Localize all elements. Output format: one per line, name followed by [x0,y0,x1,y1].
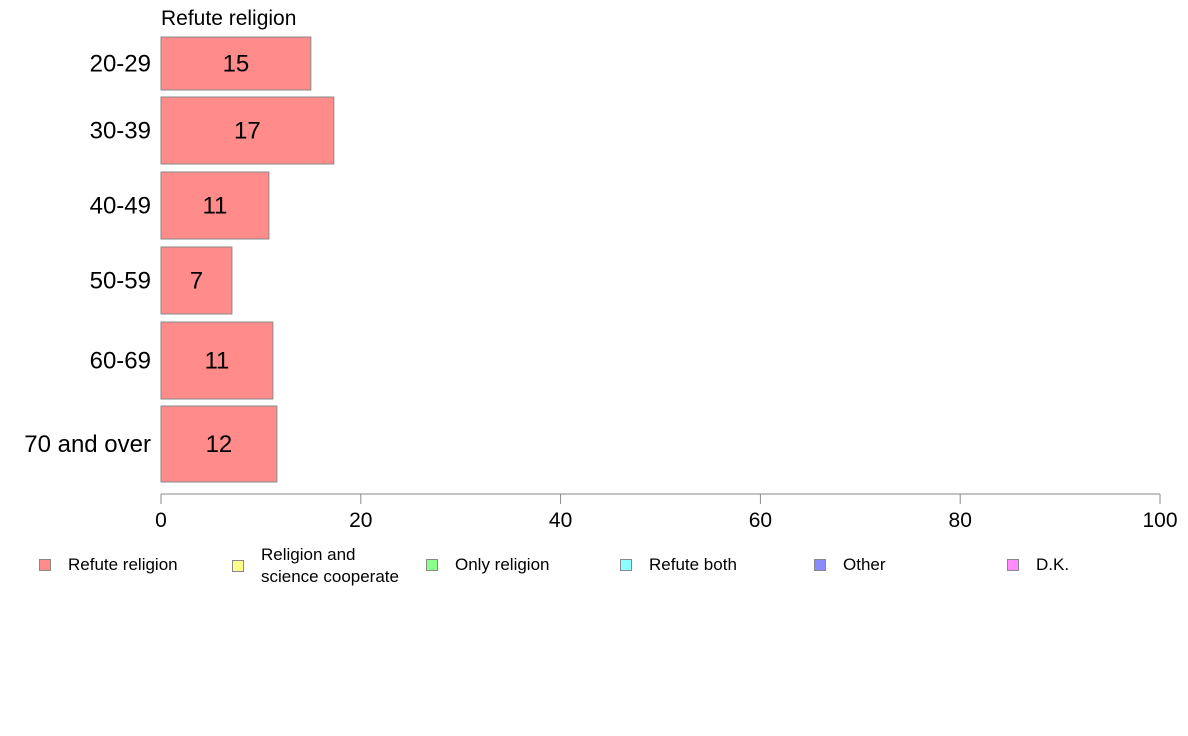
bar-20-29 [160,36,312,91]
bar-30-39 [160,96,335,165]
legend-item: Refute both [620,554,737,576]
category-label: 20-29 [90,51,151,78]
bar-value-label: 7 [190,268,203,295]
category-label: 60-69 [90,348,151,375]
category-label: 30-39 [90,118,151,145]
category-label: 70 and over [24,431,151,458]
legend-swatch [39,559,51,571]
bar-chart: Refute religion 15 20-29 17 30-39 11 40-49 7 50… [24,7,1177,532]
legend-item: Only religion [426,554,550,576]
bar-value-label: 11 [204,348,229,375]
legend-item: D.K. [1007,554,1069,576]
legend-label: D.K. [1036,555,1070,574]
x-tick-label: 20 [349,509,372,532]
bar-70-and-over [160,405,278,483]
bar-value-label: 15 [223,51,250,78]
legend-item: Refute religion [39,554,178,576]
bar-value-label: 12 [206,431,233,458]
x-tick-label: 60 [749,509,772,532]
x-tick-label: 80 [949,509,972,532]
category-label: 50-59 [90,268,151,295]
chart-title: Refute religion [161,7,296,30]
bar-50-59 [160,246,233,315]
legend-swatch [232,560,244,572]
legend-swatch [1007,559,1019,571]
x-tick-label: 0 [155,509,167,532]
legend-swatch [426,559,438,571]
legend-label: Other [843,555,886,574]
x-tick-label: 40 [549,509,572,532]
legend-swatch [814,559,826,571]
legend-label: Refute religion [68,555,178,574]
bar-value-label: 11 [202,193,227,220]
legend-item: Religion and science cooperate [232,544,399,588]
legend-label: Only religion [455,555,550,574]
bar-40-49 [160,171,270,240]
legend-swatch [620,559,632,571]
legend-item: Other [814,554,886,576]
x-tick-label: 100 [1142,509,1177,532]
legend-label: Religion and science cooperate [261,545,399,586]
legend: Refute religion Religion and science coop… [0,540,1188,600]
bar-60-69 [160,321,274,400]
category-label: 40-49 [90,193,151,220]
bar-value-label: 17 [234,118,261,145]
legend-label: Refute both [649,555,737,574]
